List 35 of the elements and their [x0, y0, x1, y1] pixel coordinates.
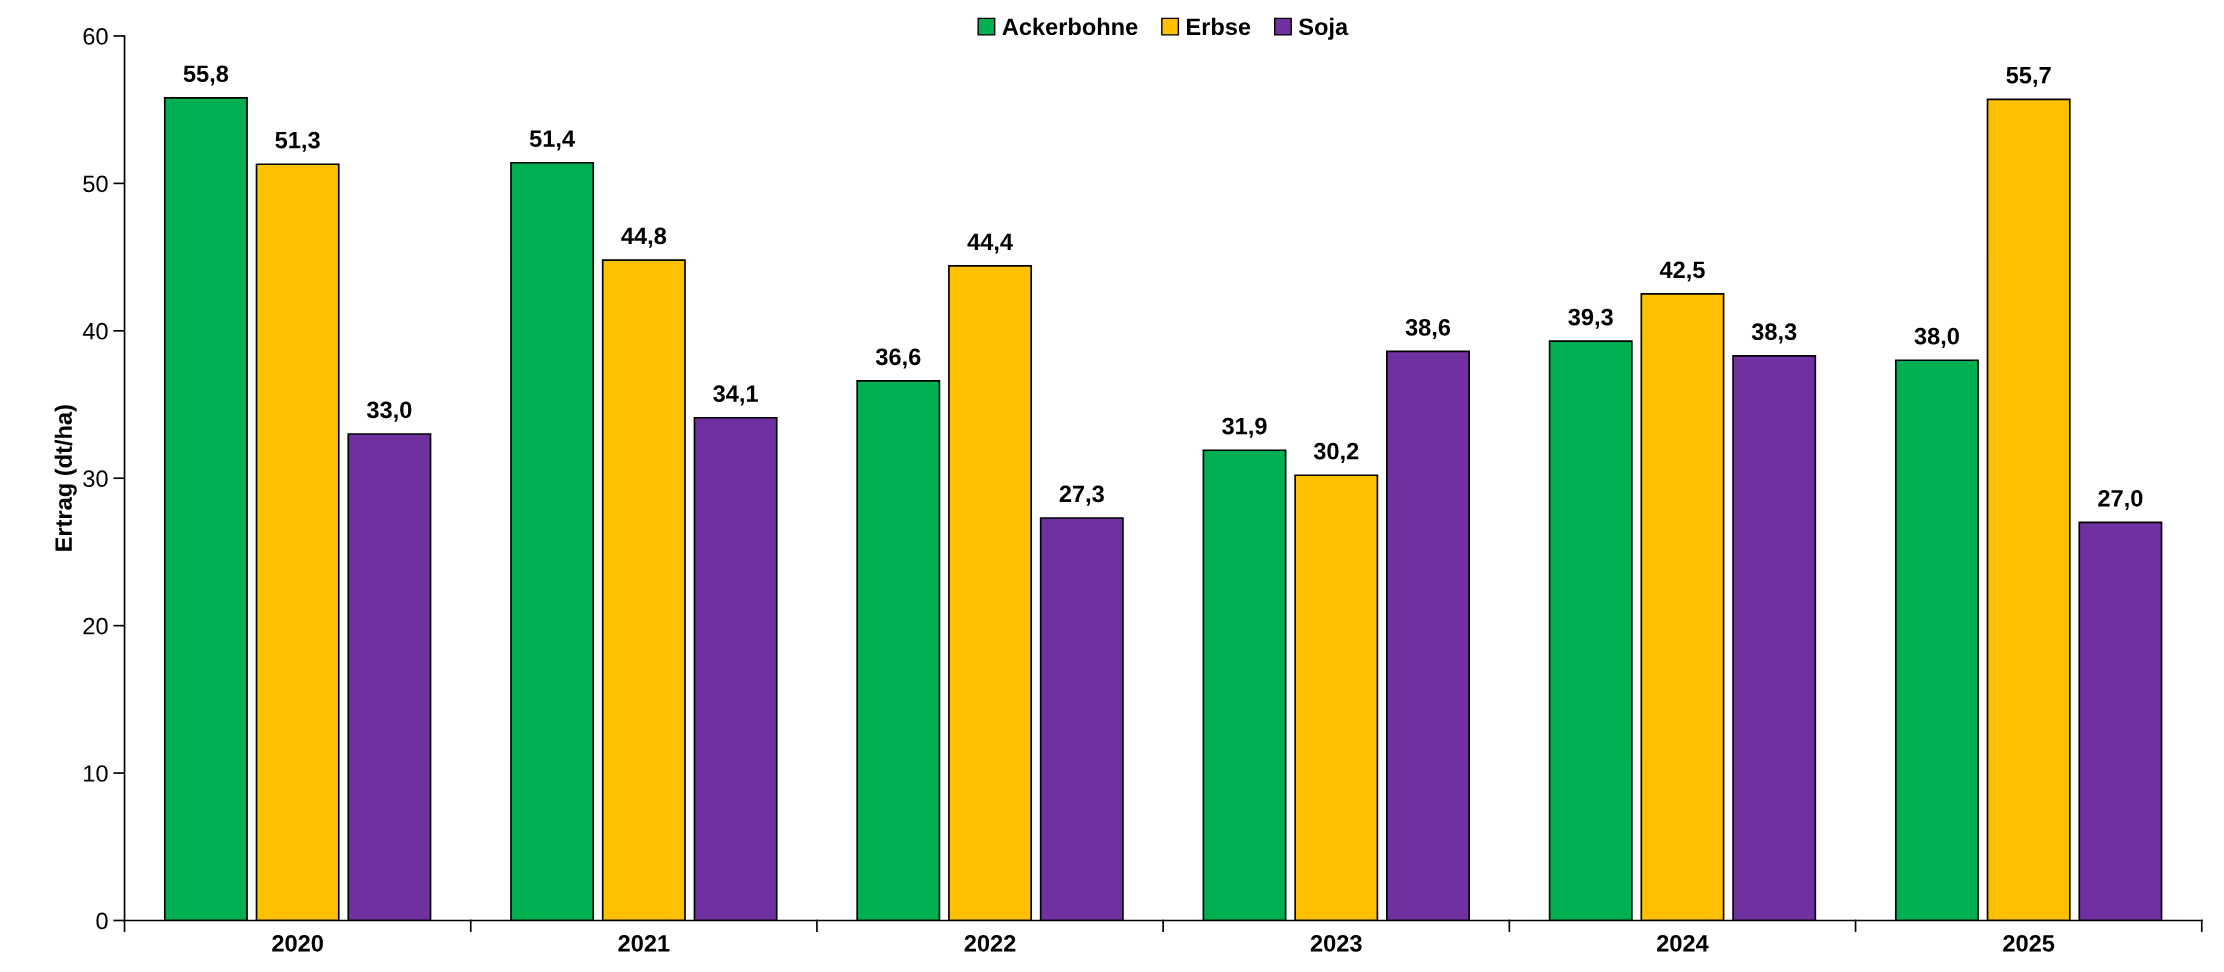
data-label: 27,3 [1059, 485, 1104, 506]
data-label: 30,2 [1313, 442, 1359, 463]
data-label: 55,7 [2006, 67, 2051, 87]
data-label: 44,4 [967, 233, 1013, 254]
data-label: 38,6 [1405, 318, 1451, 340]
x-tick-label: 2021 [618, 935, 670, 952]
data-label: 51,3 [275, 131, 320, 152]
y-tick-label: 20 [83, 617, 108, 635]
data-label: 42,5 [1659, 261, 1705, 282]
x-tick-label: 2022 [964, 935, 1016, 952]
data-label: 27,0 [2098, 489, 2143, 511]
y-tick-label: 60 [83, 28, 108, 45]
y-tick-label: 10 [84, 765, 108, 782]
y-axis-title: Ertrag (dt/ha) [54, 405, 77, 551]
x-tick-label: 2025 [2003, 935, 2055, 952]
x-tick-label: 2020 [272, 935, 323, 952]
data-label: 55,8 [183, 65, 229, 86]
data-label: 51,4 [529, 130, 575, 151]
data-label: 36,6 [875, 348, 921, 369]
y-tick-label: 40 [82, 322, 108, 340]
data-label: 38,3 [1751, 323, 1797, 344]
x-tick-label: 2023 [1310, 935, 1362, 952]
y-tick-label: 0 [96, 912, 108, 930]
data-label: 34,1 [713, 385, 758, 406]
data-label: 31,9 [1222, 417, 1267, 438]
legend-label: Soja [1298, 17, 1349, 40]
y-tick-label: 30 [83, 470, 108, 488]
y-tick-label: 50 [83, 175, 108, 193]
legend-label: Erbse [1187, 17, 1251, 36]
x-tick-label: 2024 [1657, 935, 1709, 952]
data-label: 38,0 [1914, 327, 1959, 348]
data-label: 44,8 [621, 227, 667, 248]
data-label: 33,0 [366, 401, 412, 422]
data-label: 39,3 [1568, 308, 1613, 329]
legend-label: Ackerbohne [1002, 17, 1138, 36]
